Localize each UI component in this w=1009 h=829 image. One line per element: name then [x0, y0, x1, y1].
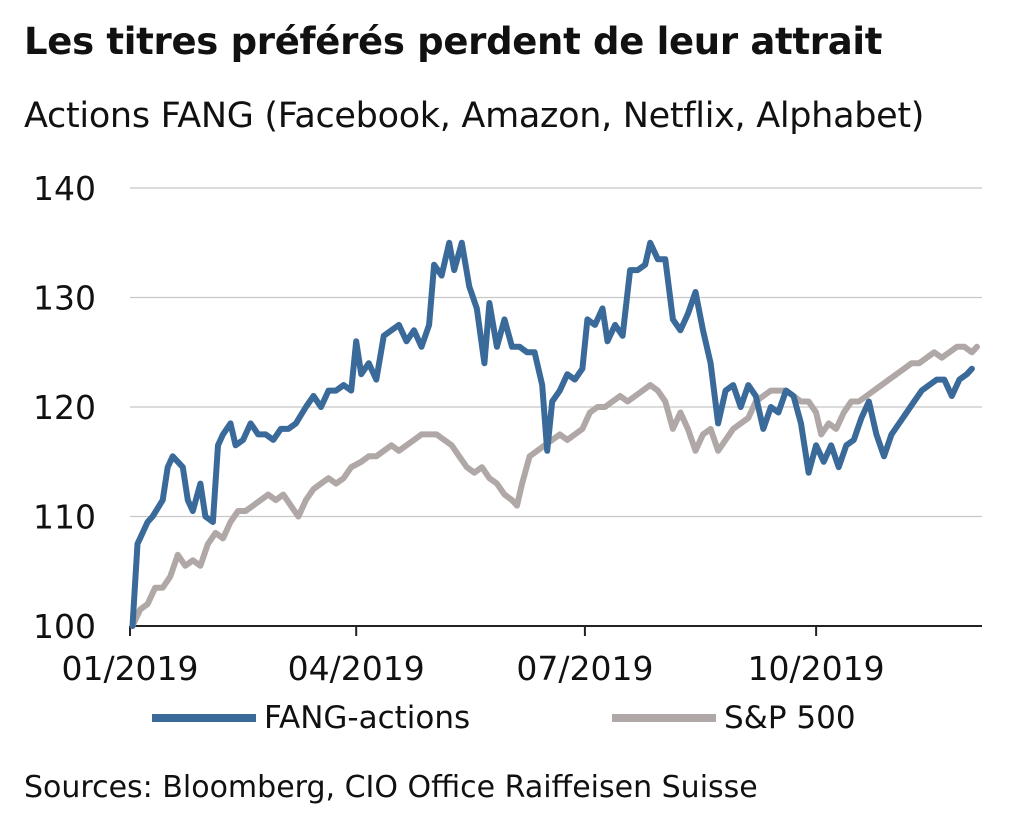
y-tick-label-120: 120	[33, 388, 96, 427]
axes	[129, 625, 982, 636]
x-tick-label-1: 04/2019	[288, 649, 425, 688]
legend-label-fang: FANG-actions	[264, 700, 471, 736]
series-line-sp500	[129, 343, 980, 629]
legend-swatch-sp500	[612, 714, 716, 722]
legend: FANG-actions S&P 500	[152, 700, 912, 740]
x-tick-label-3: 10/2019	[748, 649, 885, 688]
y-tick-label-100: 100	[33, 607, 96, 646]
y-tick-label-130: 130	[33, 279, 96, 318]
y-tick-label-110: 110	[33, 498, 96, 537]
line-chart: 100 110 120 130 140 01/2019 04/2019 07/2019 10/2…	[33, 169, 982, 688]
source-note: Sources: Bloomberg, CIO Office Raiffeise…	[24, 770, 758, 805]
gridlines	[130, 187, 982, 518]
legend-item-fang: FANG-actions	[152, 700, 470, 736]
series-lines	[129, 239, 980, 629]
tick-labels: 100 110 120 130 140 01/2019 04/2019 07/2019 10/2…	[33, 169, 885, 688]
chart-title: Les titres préférés perdent de leur attr…	[24, 20, 883, 63]
legend-label-sp500: S&P 500	[724, 700, 856, 736]
legend-item-sp500: S&P 500	[612, 700, 856, 736]
chart-subtitle: Actions FANG (Facebook, Amazon, Netflix,…	[24, 96, 925, 136]
legend-swatch-fang	[152, 714, 256, 722]
series-line-fang	[129, 239, 975, 629]
x-tick-label-2: 07/2019	[516, 649, 653, 688]
y-tick-label-140: 140	[33, 169, 96, 208]
x-tick-label-0: 01/2019	[61, 649, 198, 688]
